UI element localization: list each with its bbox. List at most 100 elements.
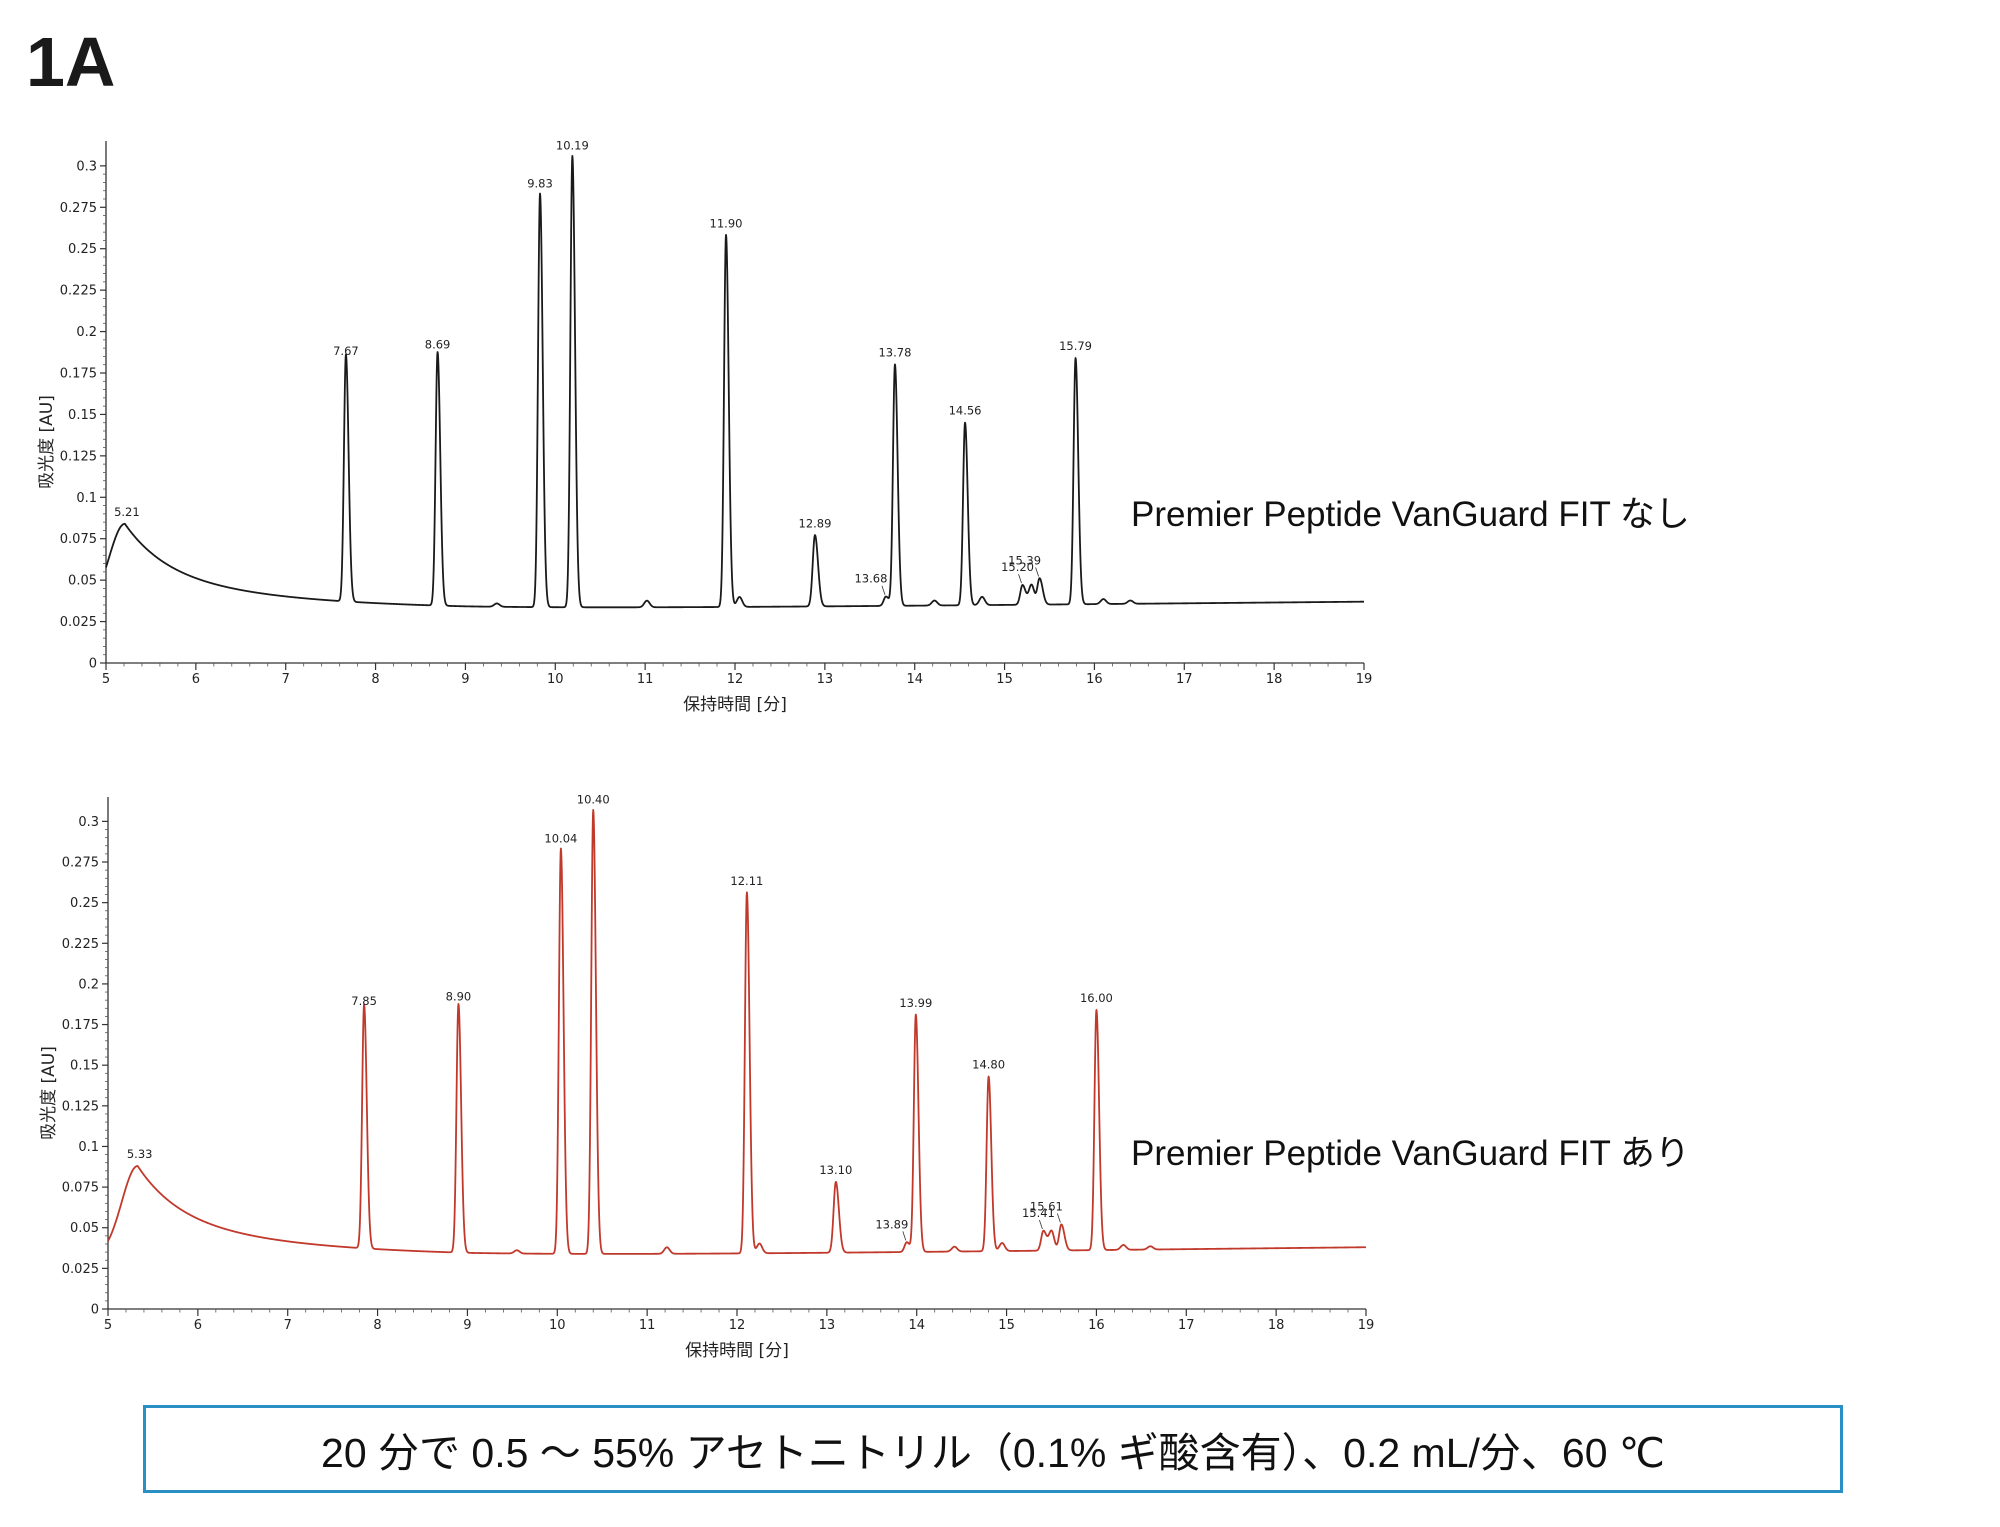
peak-label: 15.39 bbox=[1008, 553, 1041, 567]
x-tick-label: 12 bbox=[729, 1318, 746, 1333]
peak-label: 12.89 bbox=[799, 516, 832, 530]
peak-leader-line bbox=[881, 585, 886, 595]
y-tick-label: 0 bbox=[89, 657, 97, 672]
peak-label: 13.78 bbox=[878, 346, 911, 360]
peak-label: 11.90 bbox=[710, 216, 743, 230]
x-tick-label: 9 bbox=[461, 672, 469, 687]
y-tick-label: 0.2 bbox=[76, 325, 97, 340]
peak-label: 13.68 bbox=[854, 572, 887, 586]
x-tick-label: 8 bbox=[371, 672, 379, 687]
x-tick-label: 7 bbox=[282, 672, 290, 687]
x-tick-label: 19 bbox=[1358, 1318, 1375, 1333]
y-axis-title: 吸光度 [AU] bbox=[39, 1046, 59, 1140]
figure-label: 1A bbox=[26, 23, 116, 101]
peak-leader-line bbox=[1035, 567, 1039, 577]
y-tick-label: 0 bbox=[91, 1303, 99, 1318]
y-tick-label: 0.175 bbox=[62, 1018, 99, 1033]
peak-label: 15.61 bbox=[1030, 1199, 1063, 1213]
x-tick-label: 8 bbox=[373, 1318, 381, 1333]
x-tick-label: 19 bbox=[1356, 672, 1373, 687]
panel-label-with-guard: Premier Peptide VanGuard FIT あり bbox=[1131, 1134, 1690, 1173]
peak-label: 5.21 bbox=[114, 505, 140, 519]
x-tick-label: 17 bbox=[1178, 1318, 1195, 1333]
peak-label: 10.19 bbox=[556, 139, 589, 153]
peak-label: 8.90 bbox=[446, 989, 472, 1003]
peak-label: 8.69 bbox=[425, 337, 451, 351]
y-tick-label: 0.225 bbox=[60, 284, 97, 299]
y-tick-label: 0.1 bbox=[78, 1140, 99, 1155]
y-tick-label: 0.3 bbox=[76, 159, 97, 174]
x-tick-label: 6 bbox=[192, 672, 200, 687]
peak-label: 14.56 bbox=[949, 404, 982, 418]
y-tick-label: 0.025 bbox=[62, 1262, 99, 1277]
peak-label: 13.99 bbox=[899, 996, 932, 1010]
peak-leader-line bbox=[1018, 573, 1022, 584]
x-tick-label: 15 bbox=[996, 672, 1013, 687]
x-tick-label: 7 bbox=[284, 1318, 292, 1333]
peak-leader-line bbox=[902, 1231, 907, 1241]
x-tick-label: 16 bbox=[1086, 672, 1103, 687]
y-tick-label: 0.25 bbox=[70, 896, 99, 911]
peak-label: 13.10 bbox=[819, 1163, 852, 1177]
panel-label-without-guard: Premier Peptide VanGuard FIT なし bbox=[1131, 495, 1690, 534]
y-tick-label: 0.1 bbox=[76, 491, 97, 506]
peak-label: 15.20 bbox=[1001, 560, 1034, 574]
x-tick-label: 11 bbox=[637, 672, 654, 687]
y-tick-label: 0.25 bbox=[68, 242, 97, 257]
x-axis-title: 保持時間 [分] bbox=[685, 1341, 789, 1361]
peak-label: 9.83 bbox=[527, 177, 553, 191]
y-tick-label: 0.175 bbox=[60, 367, 97, 382]
x-tick-label: 18 bbox=[1268, 1318, 1285, 1333]
chromatogram-with-guard: 0 0.025 0.05 0.075 0.1 0.125 0.15 0.175 0.2 0.225… bbox=[39, 793, 1375, 1361]
y-tick-label: 0.15 bbox=[68, 408, 97, 423]
y-tick-label: 0.15 bbox=[70, 1059, 99, 1074]
x-axis-title: 保持時間 [分] bbox=[683, 695, 787, 715]
peak-label: 14.80 bbox=[972, 1058, 1005, 1072]
peak-label: 7.67 bbox=[333, 344, 359, 358]
x-tick-label: 11 bbox=[639, 1318, 656, 1333]
y-tick-label: 0.125 bbox=[60, 449, 97, 464]
y-tick-label: 0.225 bbox=[62, 937, 99, 952]
peak-leader-line bbox=[1057, 1213, 1061, 1223]
x-tick-label: 13 bbox=[819, 1318, 836, 1333]
peak-label: 12.11 bbox=[730, 874, 763, 888]
y-tick-label: 0.075 bbox=[60, 532, 97, 547]
peak-label: 5.33 bbox=[127, 1147, 153, 1161]
x-tick-label: 17 bbox=[1176, 672, 1193, 687]
y-tick-label: 0.025 bbox=[60, 615, 97, 630]
x-tick-label: 5 bbox=[104, 1318, 112, 1333]
peak-label: 10.04 bbox=[544, 832, 577, 846]
x-tick-label: 12 bbox=[727, 672, 744, 687]
x-tick-label: 18 bbox=[1266, 672, 1283, 687]
y-tick-label: 0.05 bbox=[68, 574, 97, 589]
peak-label: 7.85 bbox=[351, 994, 377, 1008]
x-tick-label: 14 bbox=[906, 672, 923, 687]
chromatogram-trace bbox=[107, 809, 1367, 1255]
chromatogram-without-guard: 0 0.025 0.05 0.075 0.1 0.125 0.15 0.175 0.2 0.225… bbox=[37, 139, 1373, 715]
y-tick-label: 0.05 bbox=[70, 1221, 99, 1236]
peak-label: 13.89 bbox=[875, 1217, 908, 1231]
x-tick-label: 9 bbox=[463, 1318, 471, 1333]
x-tick-label: 15 bbox=[998, 1318, 1015, 1333]
peak-label: 10.40 bbox=[577, 793, 610, 807]
y-tick-label: 0.075 bbox=[62, 1181, 99, 1196]
peak-label: 15.41 bbox=[1022, 1206, 1055, 1220]
x-tick-label: 16 bbox=[1088, 1318, 1105, 1333]
x-tick-label: 6 bbox=[194, 1318, 202, 1333]
y-axis-title: 吸光度 [AU] bbox=[37, 395, 57, 489]
y-tick-label: 0.275 bbox=[62, 856, 99, 871]
x-tick-label: 5 bbox=[102, 672, 110, 687]
x-tick-label: 10 bbox=[547, 672, 564, 687]
chromatogram-trace bbox=[105, 154, 1365, 609]
conditions-text: 20 分で 0.5 ～ 55% アセトニトリル（0.1% ギ酸含有）、0.2 m… bbox=[321, 1430, 1665, 1476]
peak-leader-line bbox=[1039, 1219, 1043, 1230]
y-tick-label: 0.3 bbox=[78, 815, 99, 830]
conditions-box: 20 分で 0.5 ～ 55% アセトニトリル（0.1% ギ酸含有）、0.2 m… bbox=[143, 1405, 1843, 1493]
y-tick-label: 0.125 bbox=[62, 1099, 99, 1114]
peak-label: 16.00 bbox=[1080, 991, 1113, 1005]
peak-label: 15.79 bbox=[1059, 339, 1092, 353]
x-tick-label: 14 bbox=[908, 1318, 925, 1333]
y-tick-label: 0.275 bbox=[60, 201, 97, 216]
x-tick-label: 10 bbox=[549, 1318, 566, 1333]
x-tick-label: 13 bbox=[817, 672, 834, 687]
